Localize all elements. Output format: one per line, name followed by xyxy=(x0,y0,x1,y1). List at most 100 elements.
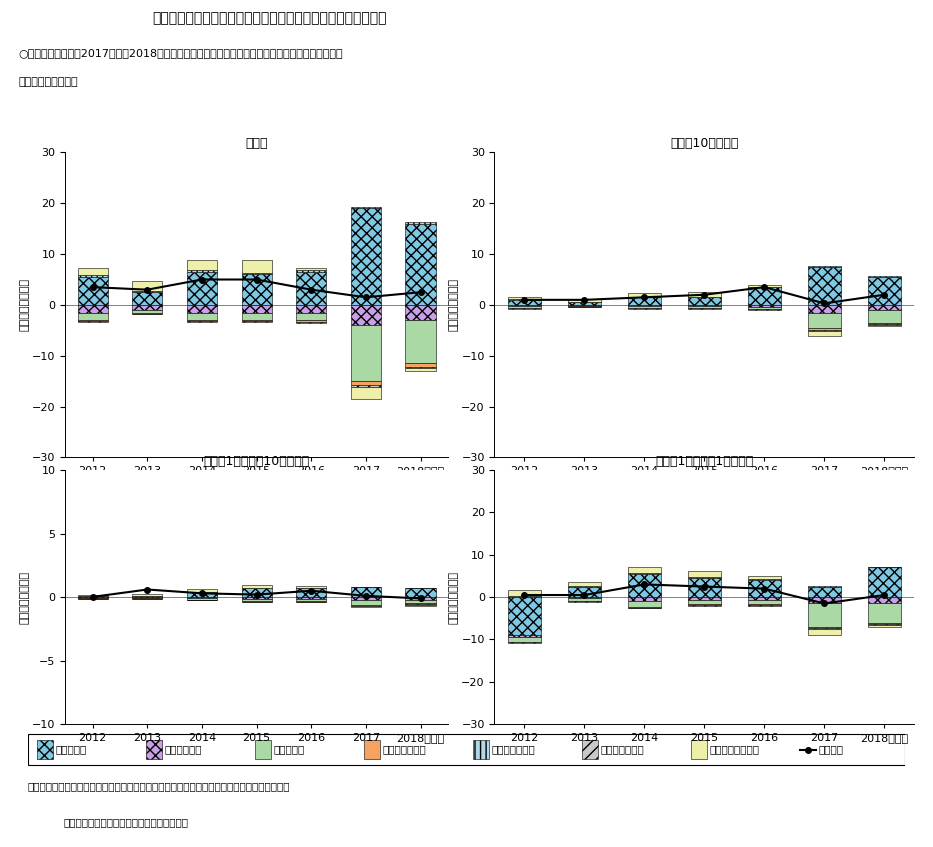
Bar xyxy=(351,207,381,208)
Bar xyxy=(351,325,381,381)
Text: 売上高要因: 売上高要因 xyxy=(55,745,87,755)
Bar xyxy=(508,307,541,308)
Bar xyxy=(77,596,107,597)
Title: 全規模: 全規模 xyxy=(245,137,268,150)
Text: スに寄与した。: スに寄与した。 xyxy=(19,76,78,86)
Bar xyxy=(808,267,841,305)
Bar xyxy=(808,331,841,336)
Text: 人件費要因: 人件費要因 xyxy=(273,745,304,755)
Bar xyxy=(351,305,381,325)
Bar xyxy=(508,296,541,299)
Bar xyxy=(808,329,841,331)
Bar xyxy=(187,597,217,598)
Bar xyxy=(748,287,781,305)
Bar xyxy=(868,305,901,310)
Bar xyxy=(748,285,781,286)
Y-axis label: （兆円、前年差）: （兆円、前年差） xyxy=(449,279,458,331)
Bar xyxy=(132,305,162,310)
Bar xyxy=(508,596,541,597)
Bar xyxy=(568,583,601,586)
Bar xyxy=(406,224,436,305)
Bar xyxy=(688,305,721,307)
Bar xyxy=(868,597,901,603)
Bar xyxy=(406,222,436,224)
Bar xyxy=(868,567,901,597)
Bar xyxy=(688,604,721,605)
Bar xyxy=(628,293,661,296)
Bar xyxy=(748,305,781,307)
Bar xyxy=(296,322,327,323)
Bar xyxy=(568,598,601,601)
Text: 変動費率要因: 変動費率要因 xyxy=(164,745,202,755)
Bar xyxy=(187,590,217,592)
Bar xyxy=(808,597,841,603)
Bar xyxy=(748,597,781,600)
Bar xyxy=(351,605,381,606)
Bar xyxy=(808,627,841,628)
Bar xyxy=(242,260,272,273)
Bar xyxy=(406,320,436,363)
Bar xyxy=(255,740,271,759)
Bar xyxy=(628,567,661,573)
Bar xyxy=(868,603,901,623)
Bar xyxy=(582,740,597,759)
Bar xyxy=(808,603,841,627)
Text: で1－（1）－7図: で1－（1）－7図 xyxy=(33,11,112,25)
Bar xyxy=(406,588,436,597)
Bar xyxy=(748,604,781,605)
Text: （注）　金融業、保険業は含まれていない。: （注） 金融業、保険業は含まれていない。 xyxy=(63,817,188,828)
Bar xyxy=(77,305,107,313)
Bar xyxy=(688,291,721,296)
Bar xyxy=(748,576,781,579)
Bar xyxy=(187,598,217,600)
Bar xyxy=(296,305,327,313)
Bar xyxy=(296,313,327,320)
Bar xyxy=(242,274,272,305)
Bar xyxy=(242,588,272,597)
Bar xyxy=(748,600,781,604)
Bar xyxy=(628,573,661,574)
Text: その他固定費要因: その他固定費要因 xyxy=(709,745,759,755)
Bar xyxy=(568,302,601,305)
Text: 非製造業における資本金規模別にみた経常利益の要因について: 非製造業における資本金規模別にみた経常利益の要因について xyxy=(152,11,387,25)
Bar xyxy=(296,586,327,588)
Bar xyxy=(406,363,436,368)
Bar xyxy=(568,299,601,302)
Bar xyxy=(351,600,381,605)
Bar xyxy=(868,625,901,627)
Bar xyxy=(296,597,327,599)
Bar xyxy=(296,272,327,305)
Bar xyxy=(132,310,162,313)
Bar xyxy=(406,603,436,605)
Y-axis label: （兆円、前年差）: （兆円、前年差） xyxy=(449,571,458,623)
Bar xyxy=(568,597,601,598)
Bar xyxy=(568,305,601,306)
Bar xyxy=(242,320,272,321)
Bar xyxy=(568,586,601,597)
Text: 支払利息等要因: 支払利息等要因 xyxy=(600,745,644,755)
Bar xyxy=(748,580,781,597)
Bar xyxy=(296,268,327,270)
Bar xyxy=(628,305,661,307)
Text: 経常利益: 経常利益 xyxy=(818,745,843,755)
Bar xyxy=(688,597,721,600)
Bar xyxy=(296,270,327,272)
Bar xyxy=(242,597,272,599)
Bar xyxy=(748,579,781,580)
Bar xyxy=(242,273,272,274)
Bar xyxy=(187,305,217,313)
Bar xyxy=(406,605,436,606)
Bar xyxy=(808,586,841,597)
Bar xyxy=(628,597,661,601)
Bar xyxy=(187,270,217,272)
Bar xyxy=(242,585,272,588)
Bar xyxy=(146,740,161,759)
Title: 資本金10億円以上: 資本金10億円以上 xyxy=(670,137,739,150)
Bar xyxy=(351,387,381,400)
Bar xyxy=(187,592,217,597)
Bar xyxy=(406,368,436,371)
Bar xyxy=(242,599,272,601)
Text: 受取利息等要因: 受取利息等要因 xyxy=(491,745,535,755)
Bar xyxy=(351,381,381,385)
Bar xyxy=(296,588,327,597)
